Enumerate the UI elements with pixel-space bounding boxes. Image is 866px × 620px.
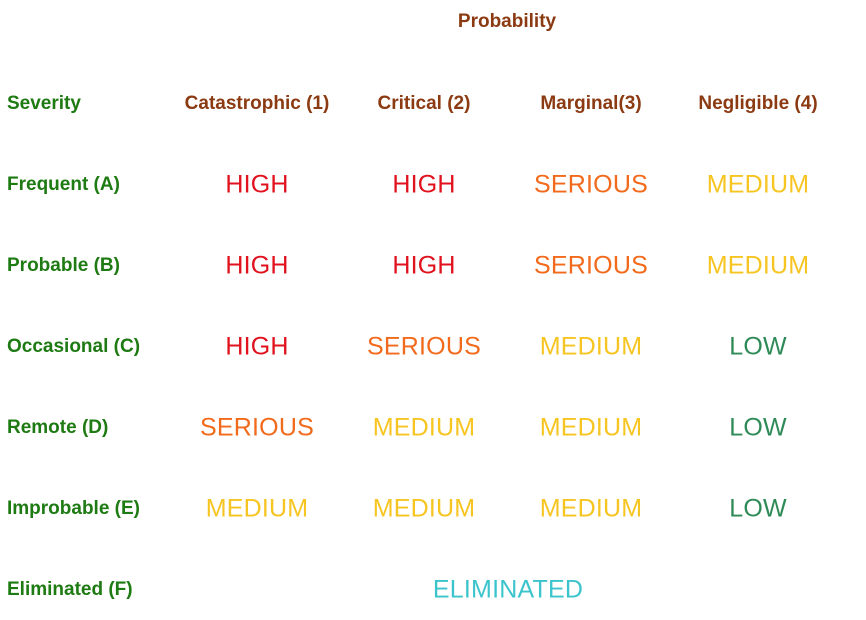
risk-cell: HIGH [225, 170, 289, 199]
risk-cell: SERIOUS [534, 251, 648, 280]
risk-cell: SERIOUS [367, 332, 481, 361]
probability-title: Probability [457, 11, 557, 32]
risk-cell: MEDIUM [706, 251, 810, 280]
risk-cell: HIGH [225, 251, 289, 280]
risk-cell: HIGH [225, 332, 289, 361]
risk-cell: MEDIUM [372, 413, 476, 442]
risk-cell: MEDIUM [539, 494, 643, 523]
row-label: Frequent (A) [7, 174, 120, 195]
matrix-row-remote: Remote (D) SERIOUS MEDIUM MEDIUM LOW [0, 403, 866, 453]
matrix-row-frequent: Frequent (A) HIGH HIGH SERIOUS MEDIUM [0, 160, 866, 210]
matrix-row-occasional: Occasional (C) HIGH SERIOUS MEDIUM LOW [0, 322, 866, 372]
header-row: Severity Catastrophic (1) Critical (2) M… [0, 79, 866, 129]
risk-cell: SERIOUS [200, 413, 314, 442]
row-label: Remote (D) [7, 417, 109, 438]
eliminated-cell: ELIMINATED [432, 575, 584, 604]
matrix-row-probable: Probable (B) HIGH HIGH SERIOUS MEDIUM [0, 241, 866, 291]
risk-cell: MEDIUM [539, 413, 643, 442]
matrix-row-eliminated: Eliminated (F) ELIMINATED [0, 565, 866, 615]
severity-label: Severity [7, 93, 81, 114]
row-label: Improbable (E) [7, 498, 141, 519]
row-label: Occasional (C) [7, 336, 141, 357]
column-header-critical: Critical (2) [377, 93, 471, 114]
risk-cell: LOW [729, 413, 787, 442]
risk-cell: MEDIUM [205, 494, 309, 523]
risk-cell: MEDIUM [539, 332, 643, 361]
column-header-negligible: Negligible (4) [698, 93, 818, 114]
risk-cell: MEDIUM [372, 494, 476, 523]
risk-cell: HIGH [392, 170, 456, 199]
column-header-marginal: Marginal(3) [540, 93, 642, 114]
risk-cell: LOW [729, 332, 787, 361]
risk-cell: SERIOUS [534, 170, 648, 199]
column-header-catastrophic: Catastrophic (1) [184, 93, 330, 114]
risk-cell: LOW [729, 494, 787, 523]
risk-cell: MEDIUM [706, 170, 810, 199]
row-label: Probable (B) [7, 255, 120, 276]
risk-cell: HIGH [392, 251, 456, 280]
row-label: Eliminated (F) [7, 579, 133, 600]
matrix-row-improbable: Improbable (E) MEDIUM MEDIUM MEDIUM LOW [0, 484, 866, 534]
